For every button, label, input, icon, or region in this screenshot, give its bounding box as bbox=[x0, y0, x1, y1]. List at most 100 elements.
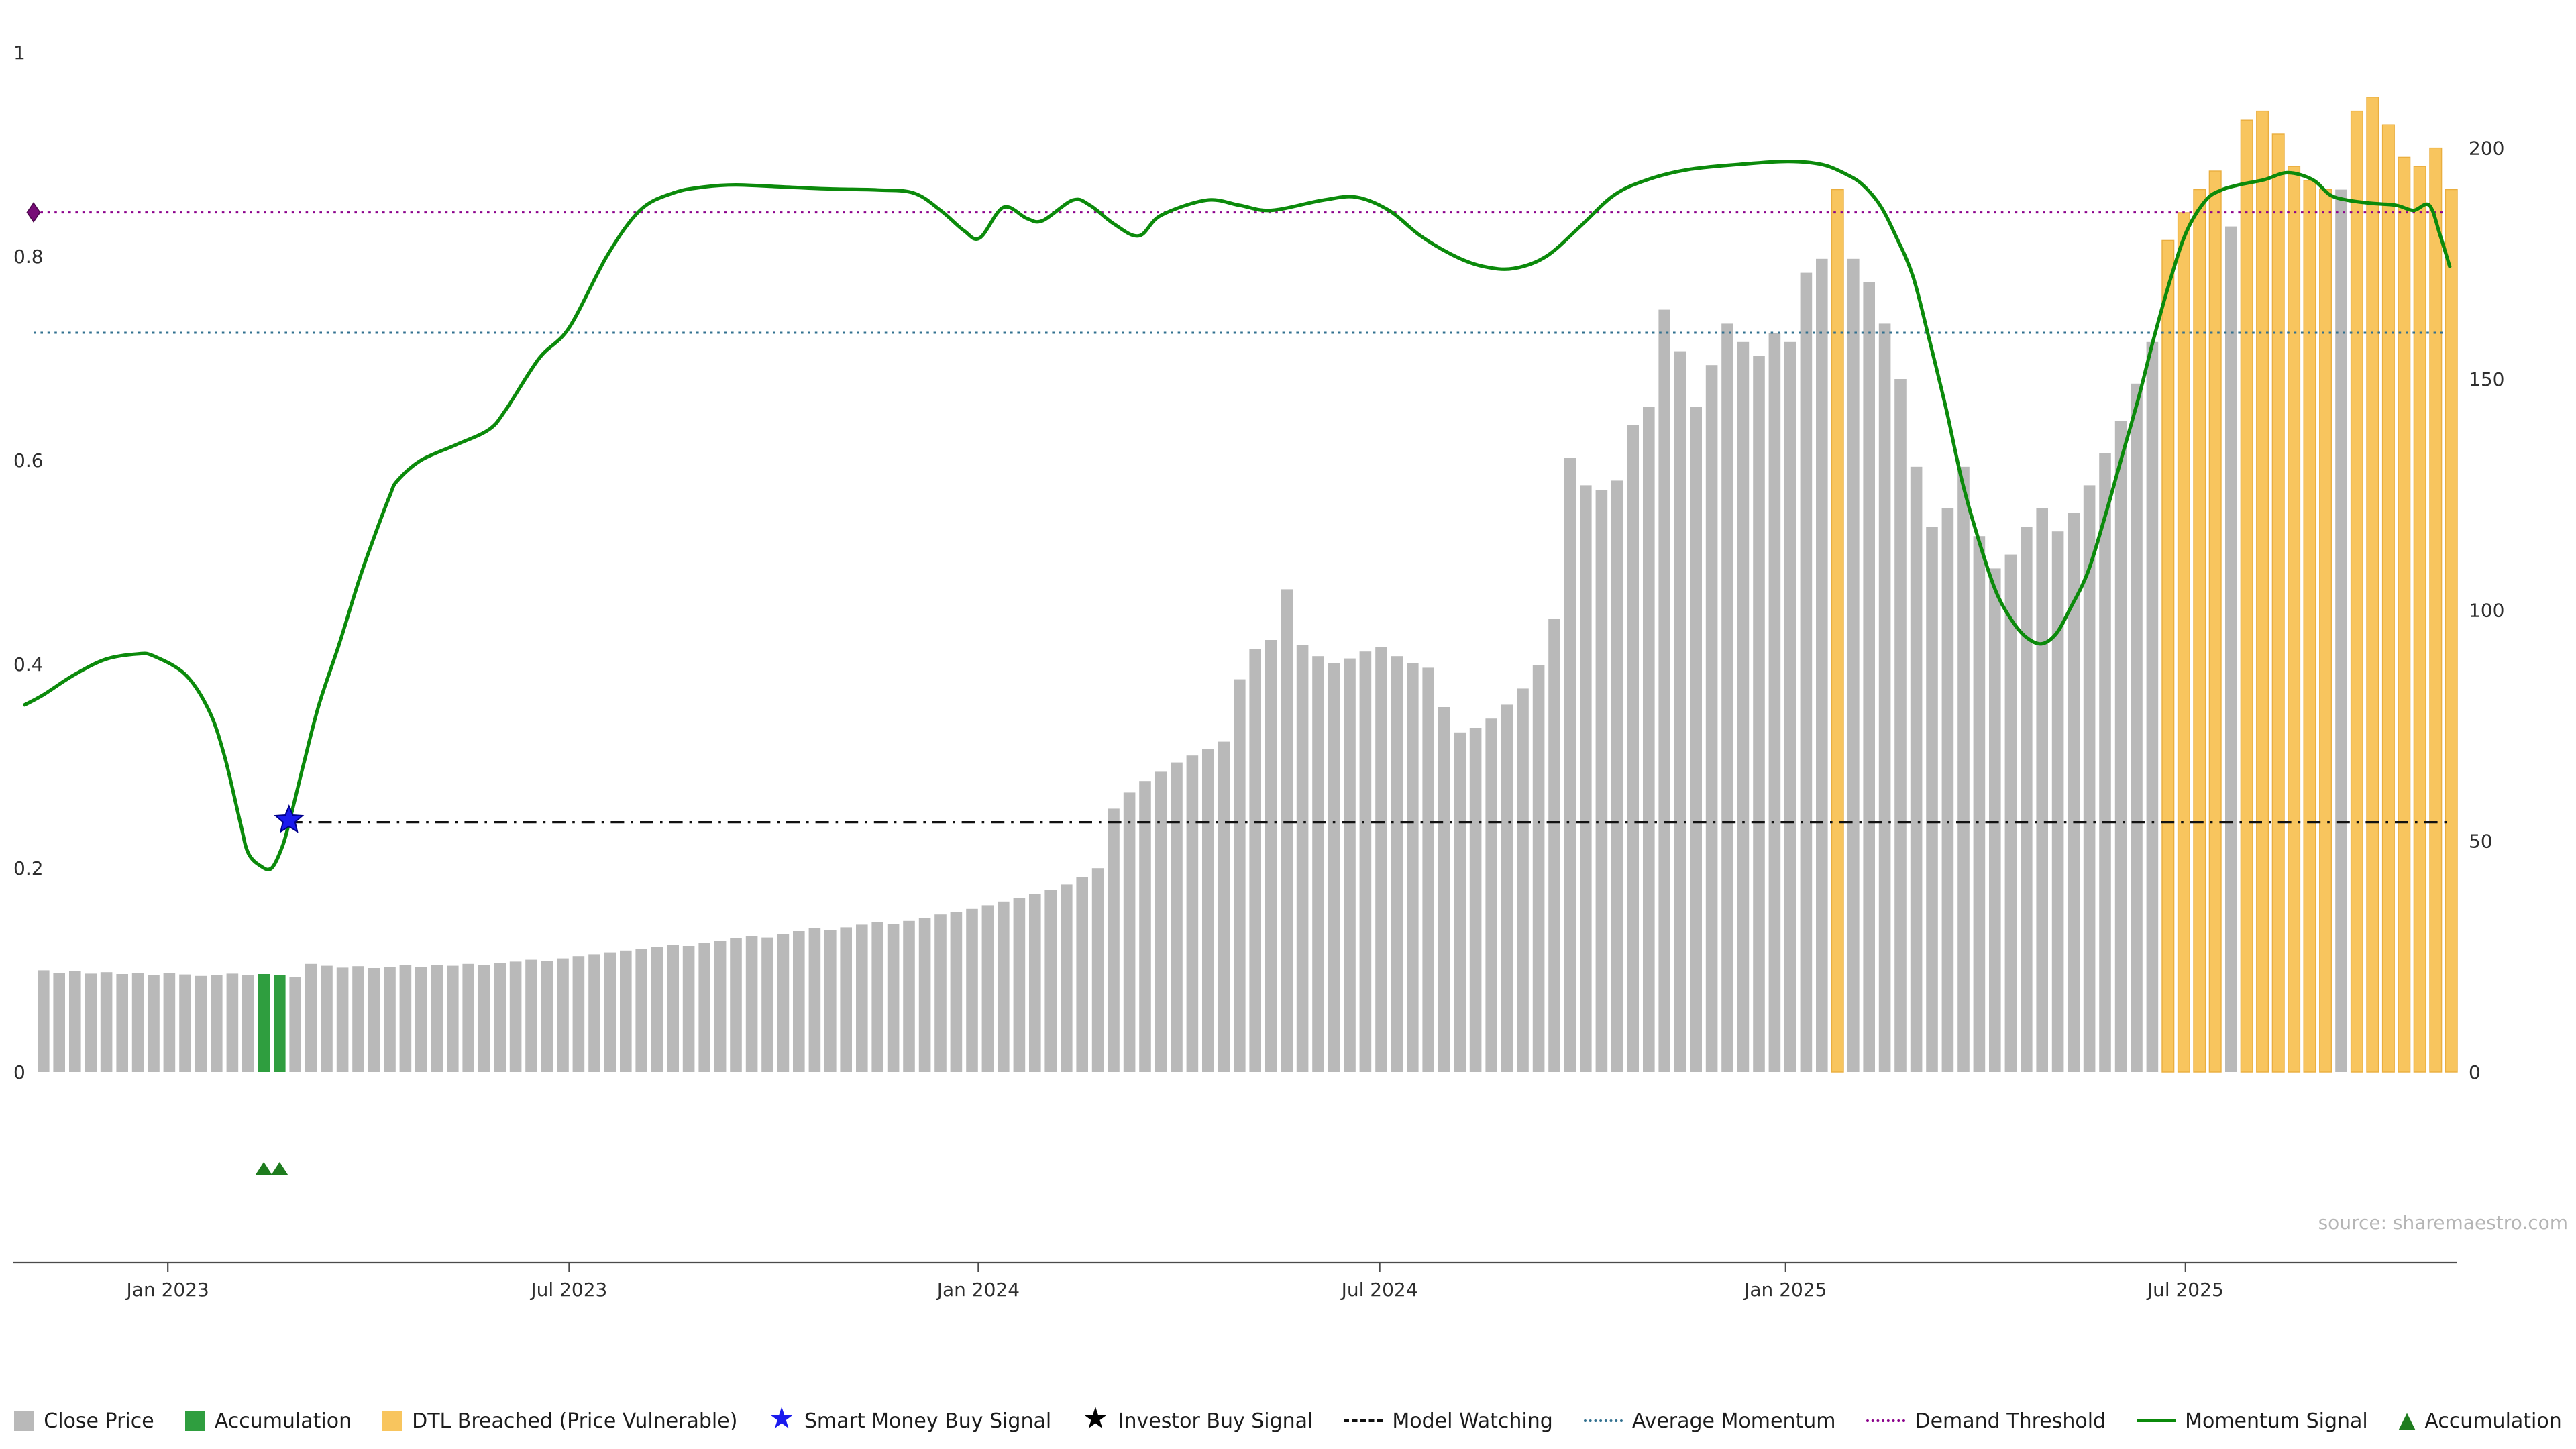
close-price-bar bbox=[242, 975, 254, 1072]
close-price-bar bbox=[321, 965, 333, 1072]
close-price-bar bbox=[1548, 619, 1560, 1072]
close-price-bar bbox=[1218, 741, 1230, 1072]
average-momentum-line-icon bbox=[1583, 1419, 1623, 1422]
close-price-bar bbox=[1407, 663, 1419, 1072]
close-price-bar bbox=[651, 947, 663, 1072]
close-price-bar bbox=[1674, 351, 1686, 1072]
close-price-bar bbox=[131, 973, 144, 1072]
close-price-bar bbox=[1061, 884, 1073, 1072]
y-axis-left-tick-label: 0 bbox=[13, 1061, 25, 1083]
dtl-breached-bar bbox=[2319, 189, 2332, 1073]
close-price-bar bbox=[2083, 485, 2096, 1072]
x-axis-tick-label: Jul 2023 bbox=[529, 1279, 607, 1301]
dtl-breached-bar bbox=[2398, 156, 2411, 1073]
legend-label: Close Price bbox=[44, 1409, 154, 1433]
close-price-bar bbox=[1894, 379, 1907, 1072]
dtl-breached-bar bbox=[2366, 97, 2379, 1073]
close-price-bar bbox=[1044, 890, 1057, 1072]
legend-item-dtl-breached-price-vulnerable: DTL Breached (Price Vulnerable) bbox=[382, 1409, 737, 1433]
close-price-bar bbox=[635, 949, 647, 1072]
close-price-bar bbox=[1249, 649, 1261, 1072]
close-price-bar bbox=[998, 901, 1010, 1072]
close-price-bar bbox=[1878, 323, 1891, 1072]
momentum-line-icon bbox=[2137, 1419, 2176, 1422]
legend-label: Model Watching bbox=[1392, 1409, 1553, 1433]
x-axis-tick-label: Jan 2024 bbox=[936, 1279, 1020, 1301]
close-price-bar bbox=[525, 959, 537, 1072]
legend-label: Smart Money Buy Signal bbox=[804, 1409, 1052, 1433]
close-price-bar bbox=[1800, 272, 1813, 1073]
legend-item-momentum-signal: Momentum Signal bbox=[2137, 1409, 2368, 1433]
close-price-bar bbox=[698, 943, 710, 1072]
y-axis-right-tick-label: 50 bbox=[2469, 830, 2493, 853]
y-axis-right-tick-label: 100 bbox=[2469, 599, 2504, 621]
close-price-bar bbox=[903, 920, 915, 1072]
dtl-breached-bar bbox=[2413, 166, 2426, 1073]
close-price-bar bbox=[682, 946, 695, 1072]
close-price-bar bbox=[289, 977, 301, 1072]
close-price-bar bbox=[840, 927, 852, 1072]
close-price-bar bbox=[918, 918, 931, 1072]
close-price-bar bbox=[1155, 771, 1167, 1072]
close-price-bar bbox=[53, 973, 65, 1072]
investor-star-icon: ★ bbox=[1082, 1401, 1109, 1436]
close-price-bar bbox=[2051, 531, 2064, 1072]
close-price-bar bbox=[100, 972, 113, 1072]
accumulation-bar bbox=[274, 975, 286, 1072]
dtl-breached-bar bbox=[2240, 119, 2253, 1073]
close-price-bar bbox=[1784, 341, 1796, 1072]
dtl-breached-bar bbox=[2429, 147, 2443, 1073]
close-price-bar bbox=[1580, 485, 1592, 1072]
model-watching-line-icon bbox=[1344, 1419, 1383, 1422]
close-price-bar bbox=[368, 968, 380, 1072]
close-price-bar bbox=[1595, 490, 1608, 1072]
close-price-bar bbox=[2114, 421, 2127, 1072]
close-price-bar bbox=[1658, 309, 1670, 1073]
x-axis-tick-label: Jan 2025 bbox=[1743, 1279, 1827, 1301]
close-price-bar bbox=[572, 956, 585, 1072]
y-axis-left-tick-label: 0.6 bbox=[13, 449, 44, 472]
close-price-bar bbox=[1941, 508, 1954, 1072]
source-credit: source: sharemaestro.com bbox=[2318, 1212, 2568, 1234]
close-price-bar bbox=[1186, 755, 1199, 1072]
close-price-bar bbox=[494, 963, 506, 1072]
close-price-bar bbox=[1091, 868, 1104, 1072]
close-price-bar bbox=[761, 937, 773, 1072]
close-price-bar bbox=[1375, 647, 1387, 1072]
close-price-bar bbox=[1721, 323, 1733, 1072]
legend-label: Accumulation bbox=[214, 1409, 352, 1433]
threshold-lines-layer bbox=[34, 211, 2447, 824]
close-price-bar bbox=[1422, 667, 1434, 1072]
legend-item-accumulation: ▲ Accumulation bbox=[2399, 1409, 2562, 1433]
close-price-bar bbox=[1013, 898, 1026, 1072]
momentum-line-layer bbox=[23, 160, 2452, 871]
close-price-bar bbox=[2036, 508, 2048, 1072]
close-price-bar bbox=[163, 973, 176, 1072]
legend-item-close-price: Close Price bbox=[14, 1409, 154, 1433]
dtl-breached-bar bbox=[2445, 189, 2458, 1073]
close-price-bar bbox=[1627, 425, 1639, 1072]
close-price-bar bbox=[478, 965, 490, 1072]
legend-label: Investor Buy Signal bbox=[1118, 1409, 1313, 1433]
accumulation-triangle-icon: ▲ bbox=[2398, 1407, 2416, 1432]
dtl-breached-bar bbox=[2256, 110, 2269, 1073]
close-price-bar bbox=[85, 973, 97, 1072]
close-price-bar bbox=[2225, 226, 2237, 1073]
legend-item-demand-threshold: Demand Threshold bbox=[1866, 1409, 2106, 1433]
close-price-bar bbox=[1234, 679, 1246, 1072]
close-price-bar bbox=[604, 952, 616, 1072]
demand-threshold-diamond-icon bbox=[26, 202, 41, 223]
markers-layer bbox=[26, 202, 305, 1175]
close-price-bar bbox=[1123, 792, 1136, 1072]
dtl-breached-bar bbox=[1831, 189, 1844, 1073]
close-price-bar bbox=[1690, 407, 1702, 1072]
close-price-bar bbox=[950, 912, 963, 1072]
legend-item-smart-money-buy-signal: ★ Smart Money Buy Signal bbox=[768, 1404, 1052, 1434]
demand-threshold-line-icon bbox=[1866, 1419, 1906, 1422]
close-price-bar bbox=[1501, 704, 1513, 1072]
close-price-bar bbox=[856, 924, 868, 1072]
close-price-bar bbox=[824, 930, 837, 1072]
close-price-bar bbox=[1564, 458, 1576, 1072]
y-axis-right-tick-label: 0 bbox=[2469, 1061, 2481, 1083]
close-price-bar bbox=[2021, 527, 2033, 1072]
